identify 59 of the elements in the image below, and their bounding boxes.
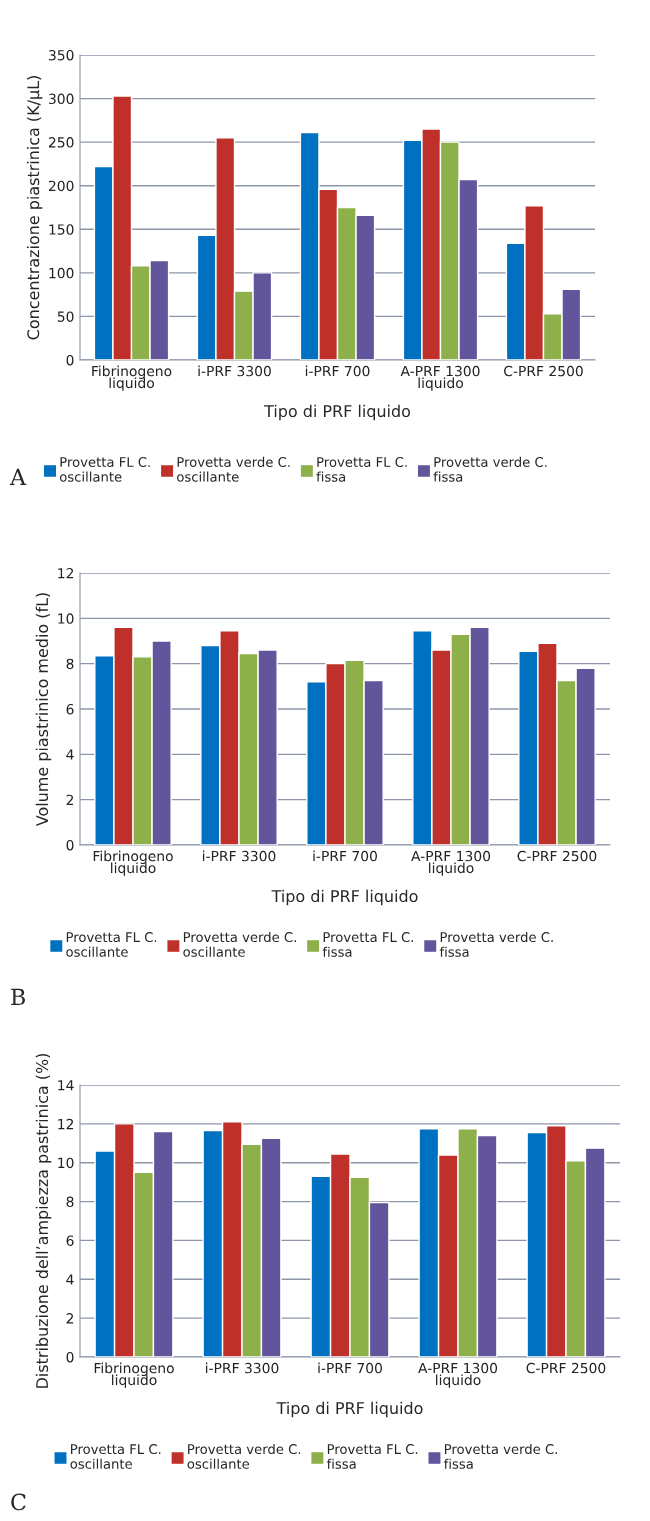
y-tick-label: 2 — [66, 1313, 74, 1324]
y-tick-label: 100 — [49, 267, 74, 279]
y-tick-label: 6 — [66, 1235, 74, 1246]
text: B — [11, 988, 25, 1005]
x-axis-title: Tipo di PRF liquido — [264, 404, 411, 421]
x-tick-label: Fibrinogeno liquido — [92, 365, 172, 391]
legend-label: Provetta verde C. fissa — [439, 931, 553, 957]
x-tick-label: A-PRF 1300 liquido — [411, 850, 491, 876]
x-tick-label: A-PRF 1300 liquido — [400, 365, 480, 391]
y-axis-title: Volume piastrinico medio (fL) — [35, 593, 52, 827]
legend-label: Provetta verde C. oscillante — [187, 1443, 301, 1469]
x-tick-label: Fibrinogeno liquido — [93, 850, 173, 876]
legend-label: Provetta verde C. oscillante — [183, 931, 296, 957]
legend-label: Provetta FL C. oscillante — [59, 457, 150, 482]
legend-label: Provetta verde C. fissa — [443, 1443, 557, 1469]
x-axis-title: Tipo di PRF liquido — [271, 889, 418, 906]
x-tick-label: i-PRF 3300 — [198, 365, 271, 377]
x-axis-title: Tipo di PRF liquido — [276, 1401, 423, 1418]
x-tick-label: A-PRF 1300 liquido — [418, 1362, 498, 1388]
y-tick-label: 10 — [58, 1157, 74, 1169]
y-tick-label: 350 — [48, 49, 74, 61]
y-tick-label: 10 — [58, 613, 74, 624]
y-tick-label: 300 — [48, 93, 74, 105]
x-tick-label: C-PRF 2500 — [526, 1362, 606, 1374]
y-tick-label: 12 — [58, 567, 74, 579]
text: A — [9, 468, 27, 485]
legend-label: Provetta FL C. fissa — [322, 932, 413, 957]
legend-label: Provetta FL C. oscillante — [66, 932, 157, 957]
y-tick-label: 6 — [66, 703, 74, 715]
x-tick-label: i-PRF 700 — [318, 1362, 382, 1374]
x-tick-label: Fibrinogeno liquido — [94, 1362, 174, 1388]
y-tick-label: 4 — [66, 749, 74, 760]
y-tick-label: 150 — [49, 224, 74, 235]
y-tick-label: 12 — [58, 1118, 74, 1130]
x-tick-label: i-PRF 3300 — [205, 1362, 279, 1374]
x-tick-label: i-PRF 3300 — [202, 850, 276, 862]
y-tick-label: 0 — [66, 1351, 74, 1363]
legend-label: Provetta FL C. fissa — [316, 457, 407, 482]
y-tick-label: 0 — [66, 839, 74, 851]
x-tick-label: C-PRF 2500 — [504, 365, 583, 377]
y-axis-title: Distribuzione dell’ampiezza pastrinica (%) — [35, 1053, 52, 1388]
legend-label: Provetta FL C. oscillante — [70, 1444, 161, 1469]
y-tick-label: 250 — [48, 137, 74, 148]
legend-label: Provetta verde C. oscillante — [177, 456, 290, 482]
text: C — [11, 1493, 26, 1511]
x-tick-label: i-PRF 700 — [313, 850, 377, 862]
x-tick-label: i-PRF 700 — [305, 365, 370, 377]
legend-label: Provetta FL C. fissa — [326, 1444, 418, 1469]
y-tick-label: 50 — [57, 311, 74, 322]
y-tick-label: 200 — [48, 180, 74, 192]
y-tick-label: 2 — [66, 794, 74, 805]
y-tick-label: 8 — [66, 1196, 74, 1208]
y-tick-label: 4 — [66, 1274, 74, 1285]
y-axis-title: Concentrazione piastrinica (K/µL) — [26, 76, 43, 340]
y-tick-label: 14 — [58, 1080, 74, 1091]
y-tick-label: 8 — [66, 658, 74, 670]
x-tick-label: C-PRF 2500 — [517, 850, 597, 862]
legend-label: Provetta verde C. fissa — [433, 456, 547, 482]
y-tick-label: 0 — [66, 354, 74, 366]
